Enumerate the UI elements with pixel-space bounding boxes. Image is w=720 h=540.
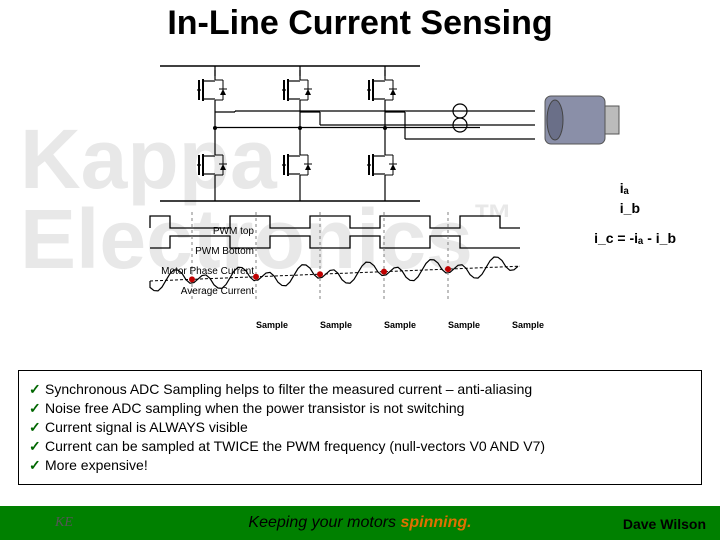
sample-label: Sample [240, 320, 304, 338]
footer-author: Dave Wilson [623, 516, 706, 532]
footer-spinning: spinning. [400, 514, 471, 531]
check-icon: ✓ [29, 438, 45, 455]
label-avg-current: Average Current [0, 282, 260, 302]
bullet-text: Current signal is ALWAYS visible [45, 419, 248, 435]
bullet-text: Current can be sampled at TWICE the PWM … [45, 438, 545, 454]
bullet-row: ✓More expensive! [29, 457, 691, 474]
slide-title: In-Line Current Sensing [0, 4, 720, 43]
check-icon: ✓ [29, 400, 45, 417]
bullet-row: ✓Noise free ADC sampling when the power … [29, 400, 691, 417]
label-motor-phase: Motor Phase Current [0, 262, 260, 282]
label-equation: i_c = -iₐ - i_b [594, 230, 676, 246]
circuit-diagram [0, 46, 720, 366]
footer-tagline: Keeping your motors spinning. [0, 514, 720, 532]
sample-label: Sample [304, 320, 368, 338]
check-icon: ✓ [29, 381, 45, 398]
bullet-row: ✓Synchronous ADC Sampling helps to filte… [29, 381, 691, 398]
label-pwm-bottom: PWM Bottom [0, 242, 260, 262]
footer-keeping: Keeping your motors [248, 514, 400, 531]
label-ib: i_b [620, 200, 640, 220]
bullet-row: ✓Current signal is ALWAYS visible [29, 419, 691, 436]
sample-label: Sample [432, 320, 496, 338]
label-ia: iₐ [620, 180, 640, 200]
bullet-row: ✓Current can be sampled at TWICE the PWM… [29, 438, 691, 455]
timing-labels: PWM top PWM Bottom Motor Phase Current A… [0, 222, 260, 302]
bullet-text: Noise free ADC sampling when the power t… [45, 400, 464, 416]
sample-label: Sample [496, 320, 560, 338]
phase-current-labels: iₐ i_b [620, 180, 640, 220]
check-icon: ✓ [29, 419, 45, 436]
bullet-text: More expensive! [45, 457, 148, 473]
sample-labels-row: SampleSampleSampleSampleSample [240, 320, 600, 338]
bullet-text: Synchronous ADC Sampling helps to filter… [45, 381, 532, 397]
check-icon: ✓ [29, 457, 45, 474]
sample-label: Sample [368, 320, 432, 338]
label-pwm-top: PWM top [0, 222, 260, 242]
bullets-box: ✓Synchronous ADC Sampling helps to filte… [18, 370, 702, 485]
